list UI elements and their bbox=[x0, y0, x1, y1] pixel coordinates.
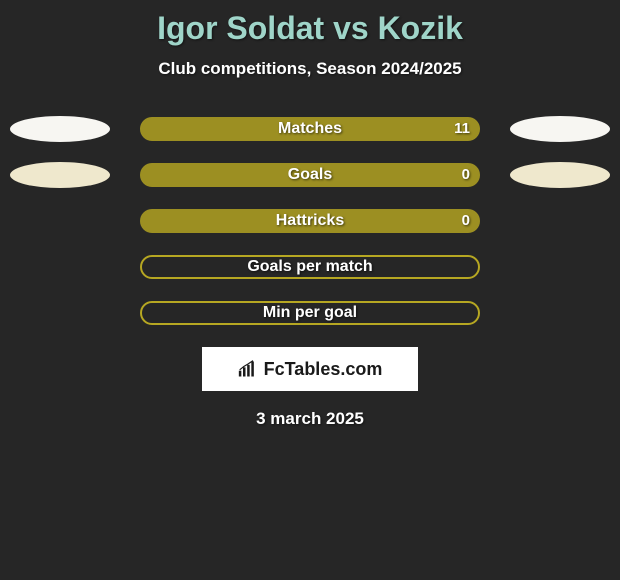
bar-wrap: Matches 11 bbox=[140, 117, 480, 141]
chart-icon bbox=[238, 360, 258, 378]
right-marker-ellipse bbox=[510, 116, 610, 142]
stat-label: Matches bbox=[140, 117, 480, 141]
bar-wrap: Min per goal bbox=[140, 301, 480, 325]
bar-wrap: Hattricks 0 bbox=[140, 209, 480, 233]
stat-label: Goals per match bbox=[140, 255, 480, 279]
brand-text: FcTables.com bbox=[264, 359, 383, 380]
stat-value: 0 bbox=[462, 163, 470, 187]
stat-value: 0 bbox=[462, 209, 470, 233]
stat-row-matches: Matches 11 bbox=[0, 117, 620, 141]
stat-row-min-per-goal: Min per goal bbox=[0, 301, 620, 325]
date-text: 3 march 2025 bbox=[0, 409, 620, 429]
stat-label: Min per goal bbox=[140, 301, 480, 325]
left-marker-ellipse bbox=[10, 116, 110, 142]
bar-wrap: Goals per match bbox=[140, 255, 480, 279]
infographic-container: Igor Soldat vs Kozik Club competitions, … bbox=[0, 0, 620, 580]
brand-box: FcTables.com bbox=[202, 347, 418, 391]
stat-row-goals: Goals 0 bbox=[0, 163, 620, 187]
stat-rows: Matches 11 Goals 0 Hattricks 0 bbox=[0, 117, 620, 325]
page-title: Igor Soldat vs Kozik bbox=[0, 0, 620, 47]
stat-label: Goals bbox=[140, 163, 480, 187]
bar-wrap: Goals 0 bbox=[140, 163, 480, 187]
stat-row-hattricks: Hattricks 0 bbox=[0, 209, 620, 233]
right-marker-ellipse bbox=[510, 162, 610, 188]
subtitle: Club competitions, Season 2024/2025 bbox=[0, 59, 620, 79]
left-marker-ellipse bbox=[10, 162, 110, 188]
stat-value: 11 bbox=[454, 117, 470, 141]
stat-label: Hattricks bbox=[140, 209, 480, 233]
stat-row-goals-per-match: Goals per match bbox=[0, 255, 620, 279]
